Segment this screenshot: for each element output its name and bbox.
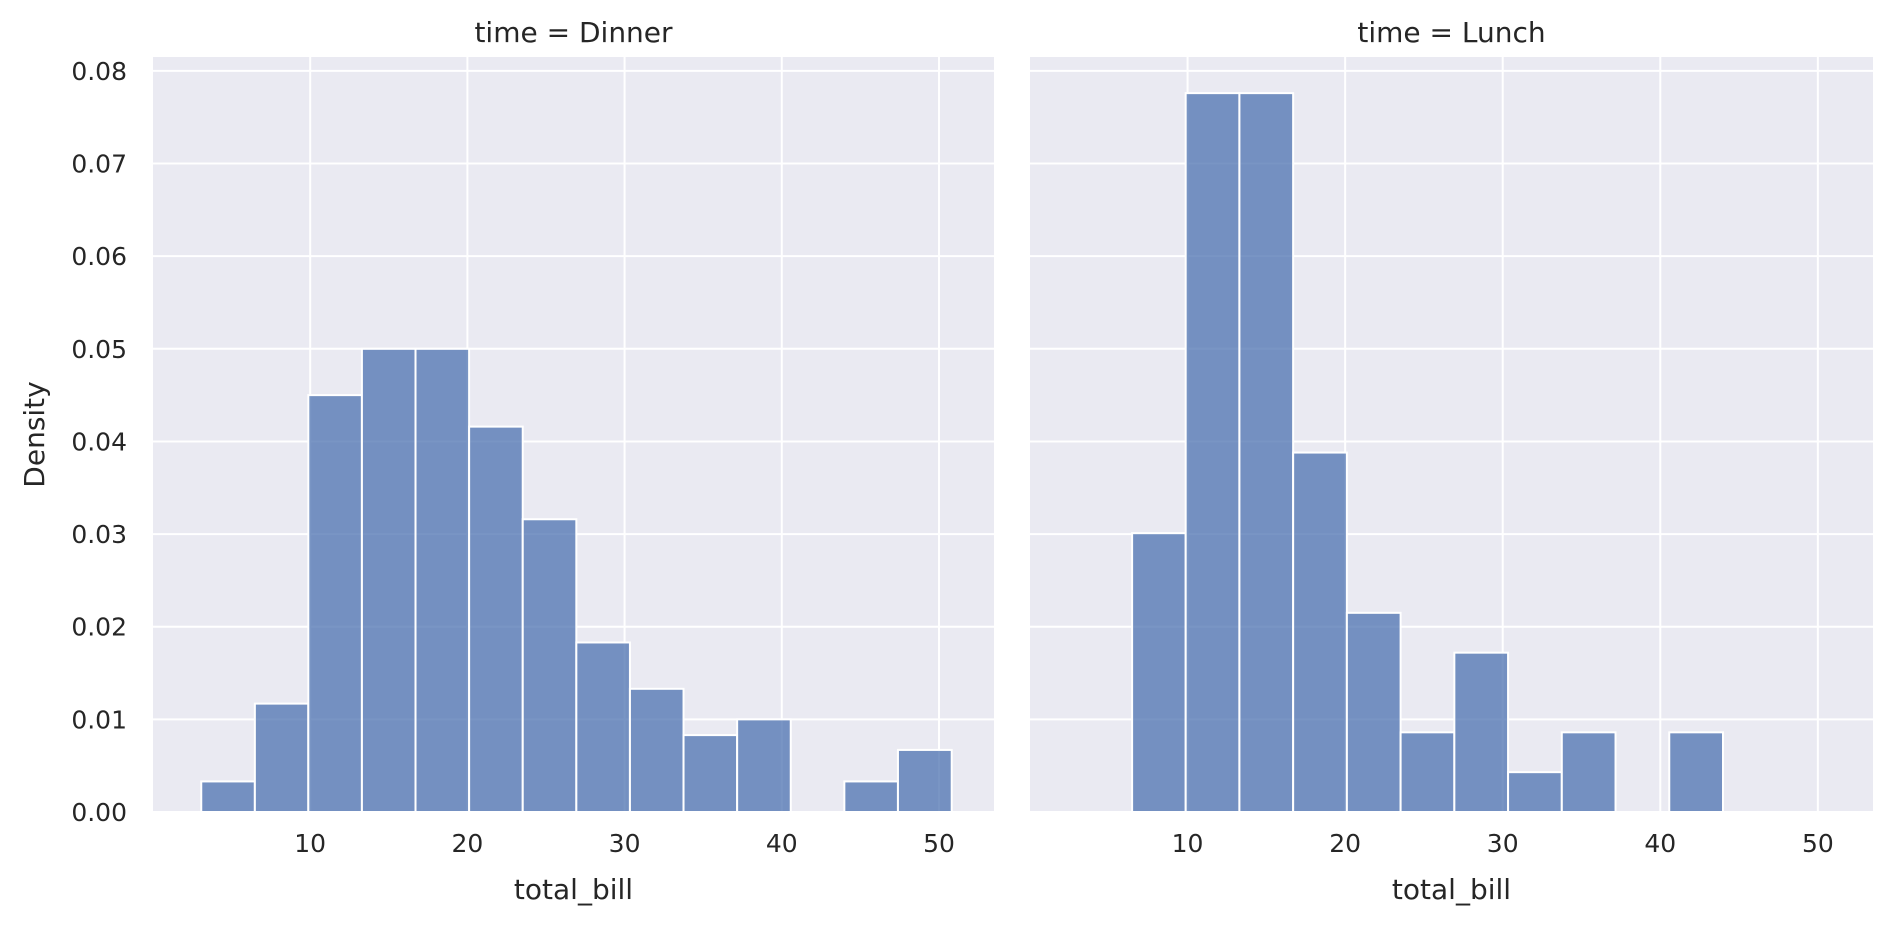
y-tick-label: 0.05 [71,335,127,364]
histogram-bar [736,718,792,813]
x-tick-label: 30 [609,829,641,858]
histogram-bar [200,780,256,813]
facet-panel-dinner: 10 20 30 40 50 0.00 0.01 0.02 0.03 0.04 0.05 0.06 0.… [18,16,994,906]
histogram-bar [1345,611,1402,814]
x-tick-label: 40 [1644,829,1676,858]
histogram-bar [896,748,953,813]
facet-panel-lunch: 10 20 30 40 50 time = Lunch total_bill [1030,16,1873,906]
histogram-bar [414,347,471,813]
histogram-bar [1399,731,1456,814]
y-tick-label: 0.04 [71,427,127,456]
y-axis-label: Density [18,381,51,487]
y-tick-label: 0.03 [71,520,127,549]
x-axis-label: total_bill [514,873,633,906]
histogram-bar [1292,451,1348,813]
histogram-bar [521,518,578,813]
y-tick-label: 0.07 [71,150,127,179]
x-tick-label: 50 [923,829,955,858]
histogram-bar [468,425,524,813]
histogram-bar [253,702,310,814]
y-tick-label: 0.00 [71,798,127,827]
histogram-bar [1184,92,1241,813]
histogram-bar [628,687,685,813]
histogram-bar [575,641,631,814]
y-tick-label: 0.01 [71,705,127,734]
x-tick-label: 30 [1487,829,1519,858]
x-tick-label: 20 [451,829,483,858]
facet-title: time = Dinner [474,16,673,49]
histogram-bar [1507,771,1563,814]
y-tick-label: 0.02 [71,613,127,642]
histogram-bar [1560,731,1617,814]
x-tick-label: 10 [294,829,326,858]
x-tick-label: 10 [1172,829,1204,858]
x-tick-label: 50 [1802,829,1834,858]
histogram-bar [1453,651,1510,814]
histogram-bar [360,347,417,813]
y-tick-label: 0.06 [71,242,127,271]
x-tick-label: 40 [766,829,798,858]
histogram-bar [307,394,363,813]
histogram-bar [1238,92,1295,813]
x-tick-label: 20 [1329,829,1361,858]
histogram-bar [1668,731,1724,814]
histogram-bar [682,734,739,813]
histogram-bar [1131,532,1187,813]
y-tick-label: 0.08 [71,57,127,86]
x-axis-label: total_bill [1392,873,1511,906]
histogram-bar [843,780,899,813]
facet-title: time = Lunch [1357,16,1545,49]
